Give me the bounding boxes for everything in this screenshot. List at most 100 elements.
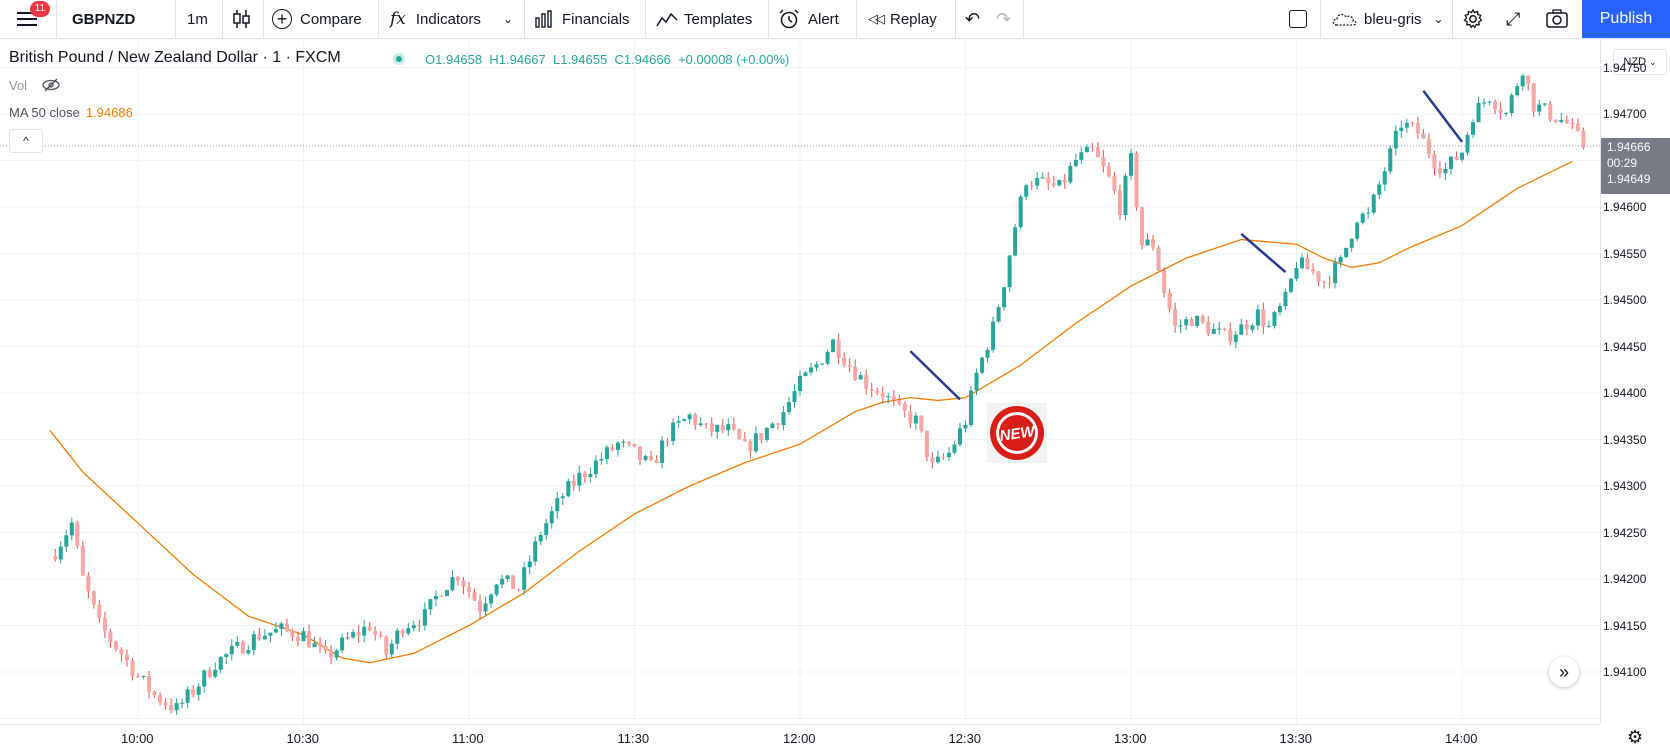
candle: [1101, 149, 1106, 173]
compare-button[interactable]: + Compare: [272, 0, 362, 38]
candle-body: [1018, 196, 1023, 228]
time-tick-label: 10:30: [286, 731, 320, 746]
menu-icon[interactable]: [14, 0, 40, 38]
eye-off-icon[interactable]: [41, 78, 61, 92]
candle-body: [869, 389, 874, 391]
templates-label: Templates: [684, 10, 753, 28]
open-label: O: [425, 52, 436, 67]
candle: [1013, 223, 1018, 257]
candle-body: [246, 650, 251, 654]
candle-body: [80, 545, 85, 576]
camera-icon[interactable]: [1545, 0, 1569, 38]
candle-body: [323, 645, 328, 651]
candle: [809, 362, 814, 376]
candle: [886, 392, 891, 404]
candle: [356, 624, 361, 644]
price-chart[interactable]: [0, 39, 1600, 724]
undo-icon[interactable]: ↶: [965, 8, 981, 29]
candle-body: [753, 433, 758, 452]
currency-button[interactable]: NZD ⌄: [1613, 49, 1667, 75]
candle: [742, 431, 747, 442]
chevron-down-icon[interactable]: ⌄: [503, 12, 514, 26]
interval-button[interactable]: 1m: [187, 10, 208, 28]
candle-body: [268, 632, 273, 636]
candle: [1073, 154, 1078, 168]
candle-body: [1244, 324, 1249, 330]
candle-body: [842, 357, 847, 365]
gear-icon[interactable]: ⚙: [1627, 727, 1644, 747]
candle-body: [240, 641, 245, 654]
time-tick-label: 11:30: [617, 731, 650, 746]
candle: [290, 628, 295, 642]
candle-body: [610, 447, 615, 450]
candle-body: [318, 643, 323, 646]
candle: [301, 627, 306, 642]
candle: [284, 618, 289, 633]
candle-body: [1432, 154, 1437, 169]
candle-body: [1322, 281, 1327, 283]
candle: [1476, 96, 1481, 123]
candle-body: [593, 460, 598, 475]
price-tick-label: 1.94350: [1603, 432, 1647, 447]
candle: [1250, 323, 1255, 333]
symbol-title[interactable]: British Pound / New Zealand Dollar · 1 ·…: [9, 49, 341, 66]
countdown: 00:29: [1607, 156, 1638, 170]
redo-icon[interactable]: ↷: [996, 8, 1012, 29]
time-axis[interactable]: [0, 724, 1600, 755]
layout-button[interactable]: bleu-gris ⌄: [1330, 0, 1444, 38]
candle: [1007, 254, 1012, 292]
gear-icon[interactable]: [1462, 0, 1484, 38]
candle-body: [395, 630, 400, 644]
candle: [1123, 173, 1128, 221]
indicators-button[interactable]: fx Indicators: [390, 0, 481, 38]
candle-body: [422, 609, 427, 626]
candle: [1261, 302, 1266, 335]
candle: [329, 645, 334, 665]
candles-icon[interactable]: [232, 0, 252, 38]
candle: [494, 583, 499, 597]
candle-body: [820, 363, 825, 365]
candle: [1553, 119, 1558, 124]
collapse-legend-button[interactable]: ^: [9, 129, 43, 153]
candle: [980, 356, 985, 375]
alert-button[interactable]: Alert: [778, 0, 839, 38]
templates-button[interactable]: Templates: [656, 0, 752, 38]
candle-body: [1382, 171, 1387, 185]
ma-price-tag: 1.94649: [1607, 172, 1651, 186]
square-icon[interactable]: [1289, 0, 1307, 38]
symbol-search[interactable]: GBPNZD: [72, 10, 136, 28]
candle: [246, 645, 251, 656]
scroll-right-icon[interactable]: »: [1549, 657, 1579, 687]
candle-body: [687, 414, 692, 420]
candle-body: [213, 669, 218, 677]
candle-body: [924, 430, 929, 457]
candle-body: [643, 456, 648, 460]
candle-body: [163, 702, 168, 706]
time-tick-label: 14:00: [1445, 731, 1478, 746]
replay-button[interactable]: ◁◁ Replay: [868, 0, 937, 38]
volume-legend[interactable]: Vol: [9, 78, 61, 93]
candle: [367, 621, 372, 632]
fullscreen-icon[interactable]: ⤢: [1506, 8, 1521, 29]
financials-button[interactable]: Financials: [534, 0, 630, 38]
ma-line: [49, 160, 1573, 664]
candle: [974, 368, 979, 396]
candle: [1349, 238, 1354, 252]
compare-label: Compare: [300, 10, 362, 28]
candle: [279, 622, 284, 637]
candle: [450, 570, 455, 592]
candle: [113, 640, 118, 652]
candle-body: [1537, 104, 1542, 112]
candle: [444, 589, 449, 597]
candle: [825, 349, 830, 366]
candle-body: [582, 472, 587, 477]
trend-line-annotation: [909, 350, 961, 401]
candle: [1504, 111, 1509, 117]
candle: [737, 428, 742, 440]
publish-button[interactable]: Publish: [1582, 0, 1670, 38]
candle-body: [301, 631, 306, 642]
templates-icon: [656, 12, 678, 27]
price-tick-label: 1.94750: [1603, 60, 1647, 75]
ma-legend[interactable]: MA 50 close 1.94686: [9, 105, 133, 120]
candle-body: [1046, 177, 1051, 184]
